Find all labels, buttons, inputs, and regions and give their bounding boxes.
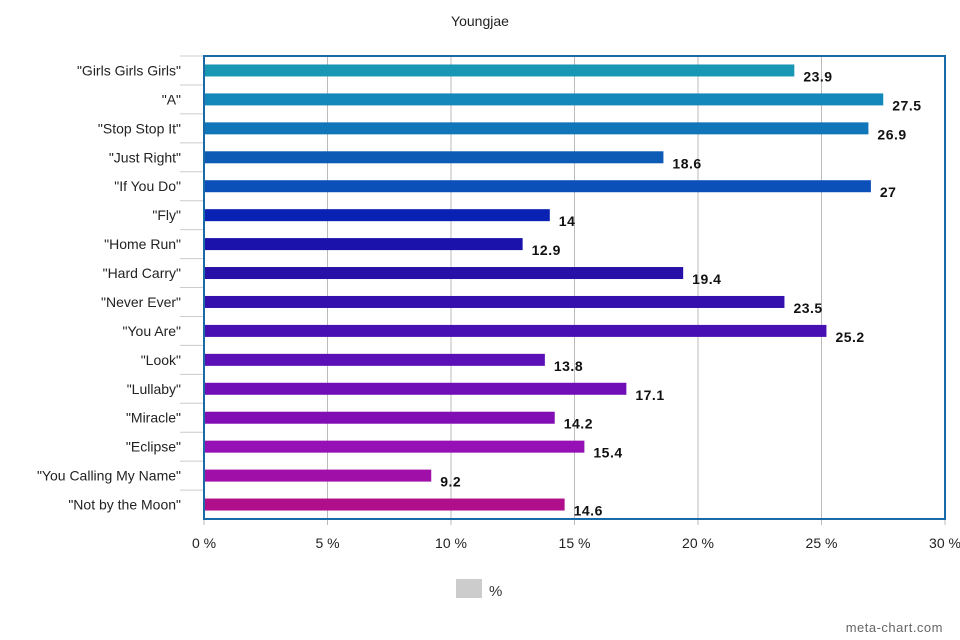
data-label: 17.1	[635, 387, 664, 403]
x-tick-label: 15 %	[559, 535, 591, 551]
data-label: 18.6	[672, 155, 701, 171]
data-label: 23.9	[803, 68, 832, 84]
bars	[204, 64, 884, 511]
category-labels: "Girls Girls Girls" "A" "Stop Stop It" "Jus…	[37, 62, 181, 512]
category-label: "Not by the Moon"	[68, 497, 181, 513]
data-label: 19.4	[692, 271, 721, 287]
legend-swatch	[456, 579, 482, 598]
legend[interactable]: %	[456, 579, 502, 600]
data-label: 15.4	[593, 445, 622, 461]
bar[interactable]	[204, 353, 545, 366]
data-label: 13.8	[554, 358, 583, 374]
bar[interactable]	[204, 238, 523, 251]
bar[interactable]	[204, 295, 785, 308]
x-tick-label: 25 %	[806, 535, 838, 551]
bar[interactable]	[204, 122, 869, 135]
x-tick-label: 30 %	[929, 535, 960, 551]
category-label: "Home Run"	[104, 236, 181, 252]
bar[interactable]	[204, 411, 555, 424]
watermark: meta-chart.com	[846, 620, 943, 635]
data-label: 25.2	[835, 329, 864, 345]
bar[interactable]	[204, 209, 550, 222]
x-tick-label: 10 %	[435, 535, 467, 551]
category-label: "Hard Carry"	[103, 265, 181, 281]
category-label: "Lullaby"	[127, 381, 181, 397]
category-label: "Eclipse"	[126, 439, 181, 455]
category-label: "Look"	[141, 352, 181, 368]
data-label: 23.5	[793, 300, 822, 316]
data-labels: 23.9 27.5 26.9 18.6 27 14 12.9 19.4 23.5 25.2 13.8…	[440, 68, 921, 518]
bar[interactable]	[204, 440, 585, 453]
category-label: "Miracle"	[126, 410, 181, 426]
data-label: 14.6	[574, 503, 603, 519]
data-label: 27.5	[892, 97, 921, 113]
category-label: "Girls Girls Girls"	[77, 62, 181, 78]
bar[interactable]	[204, 93, 884, 106]
category-label: "A"	[162, 91, 181, 107]
data-label: 27	[880, 184, 897, 200]
x-tick-label: 20 %	[682, 535, 714, 551]
category-label: "Fly"	[152, 207, 181, 223]
data-label: 26.9	[877, 126, 906, 142]
category-label: "Just Right"	[109, 149, 181, 165]
category-label: "If You Do"	[114, 178, 181, 194]
data-label: 14	[559, 213, 576, 229]
bar[interactable]	[204, 382, 627, 395]
bar[interactable]	[204, 267, 684, 280]
data-label: 14.2	[564, 416, 593, 432]
category-label: "You Calling My Name"	[37, 468, 181, 484]
legend-label: %	[489, 583, 502, 600]
category-label: "Never Ever"	[101, 294, 181, 310]
bar[interactable]	[204, 324, 827, 337]
bar[interactable]	[204, 151, 664, 164]
bar[interactable]	[204, 64, 795, 77]
bar[interactable]	[204, 469, 432, 482]
data-label: 12.9	[532, 242, 561, 258]
data-label: 9.2	[440, 474, 461, 490]
x-tick-label: 0 %	[192, 535, 216, 551]
x-tick-label: 5 %	[315, 535, 339, 551]
x-axis-ticks: 0 % 5 % 10 % 15 % 20 % 25 % 30 %	[192, 519, 960, 551]
plot-frame	[203, 55, 946, 520]
bar[interactable]	[204, 498, 565, 511]
chart-title: Youngjae	[451, 13, 509, 29]
category-label: "Stop Stop It"	[98, 120, 181, 136]
bar[interactable]	[204, 180, 871, 193]
category-label: "You Are"	[123, 323, 181, 339]
